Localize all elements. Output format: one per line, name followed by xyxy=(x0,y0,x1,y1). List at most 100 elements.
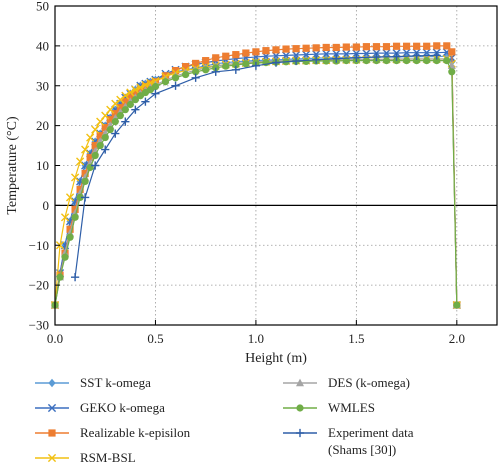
data-point xyxy=(70,273,80,282)
data-point xyxy=(171,74,180,82)
legend-item: Experiment data (Shams [30]) xyxy=(283,425,414,457)
data-point xyxy=(202,57,210,65)
series-line xyxy=(54,45,458,306)
legend-label: SST k-omega xyxy=(80,375,151,390)
data-point xyxy=(81,177,89,186)
legend-swatch-marker xyxy=(295,428,305,438)
data-point xyxy=(151,82,160,91)
data-point xyxy=(252,48,260,56)
legend-label: RSM-BSL xyxy=(80,450,136,465)
data-point xyxy=(136,83,145,92)
data-point xyxy=(262,47,270,55)
legend-swatch-marker xyxy=(296,404,304,412)
data-point xyxy=(332,43,340,52)
data-point xyxy=(322,43,330,52)
data-point xyxy=(181,70,190,79)
data-point xyxy=(70,173,80,182)
data-point xyxy=(392,52,401,61)
data-point xyxy=(101,124,109,132)
data-point xyxy=(116,112,124,120)
data-point xyxy=(448,48,456,56)
data-point xyxy=(292,45,300,53)
data-point xyxy=(111,99,120,108)
data-point xyxy=(352,53,361,62)
y-tick-label: −30 xyxy=(29,318,49,333)
data-point xyxy=(382,43,391,51)
data-point xyxy=(81,193,90,202)
data-point xyxy=(448,68,456,76)
data-point xyxy=(251,61,261,70)
data-point xyxy=(352,49,361,58)
data-point xyxy=(106,126,114,134)
data-point xyxy=(332,49,341,58)
data-point xyxy=(412,51,421,60)
data-point xyxy=(86,133,95,142)
data-point xyxy=(101,145,110,154)
legend-swatch-marker xyxy=(296,378,304,387)
data-point xyxy=(86,153,94,162)
data-point xyxy=(211,67,220,76)
data-point xyxy=(121,117,130,126)
data-point xyxy=(302,44,310,52)
data-point xyxy=(111,110,119,118)
data-point xyxy=(192,59,200,68)
y-tick-label: 30 xyxy=(36,78,49,93)
data-point xyxy=(151,89,160,98)
data-point xyxy=(91,151,99,160)
data-point xyxy=(192,68,200,76)
data-point xyxy=(432,51,441,60)
data-point xyxy=(121,98,129,106)
data-point xyxy=(342,43,350,51)
y-tick-label: 50 xyxy=(36,0,49,14)
data-point xyxy=(81,145,90,154)
legend-label: DES (k-omega) xyxy=(328,375,410,390)
data-point xyxy=(272,46,280,54)
data-point xyxy=(96,141,104,150)
data-point xyxy=(60,213,70,222)
series-layer xyxy=(50,42,461,310)
data-point xyxy=(242,49,250,57)
data-point xyxy=(232,51,240,59)
data-point xyxy=(392,42,401,50)
y-tick-label: 10 xyxy=(36,158,49,173)
y-tick-label: −10 xyxy=(29,238,49,253)
series-line xyxy=(54,55,458,306)
legend-label: WMLES xyxy=(328,400,375,415)
data-point xyxy=(372,43,381,51)
data-point xyxy=(131,105,140,114)
legend: SST k-omega GEKO k-omega Realizable k-epis… xyxy=(35,375,414,465)
data-point xyxy=(362,49,371,58)
legend-item: SST k-omega xyxy=(35,375,151,390)
legend-label: Experiment data (Shams [30]) xyxy=(328,425,414,457)
data-point xyxy=(312,44,320,52)
data-point xyxy=(382,48,391,58)
data-point xyxy=(126,100,134,109)
legend-item: GEKO k-omega xyxy=(35,400,165,415)
data-point xyxy=(116,104,124,112)
data-point xyxy=(362,43,371,51)
data-point xyxy=(433,57,441,65)
data-point xyxy=(121,91,130,100)
data-point xyxy=(232,61,240,69)
data-point xyxy=(302,57,310,66)
data-point xyxy=(161,78,170,86)
data-point xyxy=(106,116,114,124)
x-tick-label: 0.5 xyxy=(147,331,163,346)
legend-item: Realizable k-episilon xyxy=(35,425,191,440)
data-point xyxy=(141,97,150,106)
legend-item: WMLES xyxy=(283,400,375,415)
data-point xyxy=(402,57,411,65)
data-point xyxy=(171,81,180,90)
data-point xyxy=(423,42,431,50)
data-point xyxy=(322,49,331,58)
data-point xyxy=(96,131,104,140)
series-6 xyxy=(70,51,441,282)
data-point xyxy=(402,48,411,57)
data-point xyxy=(242,60,250,68)
data-point xyxy=(362,57,371,65)
data-point xyxy=(423,57,431,65)
legend-item: DES (k-omega) xyxy=(283,375,410,390)
series-5 xyxy=(51,57,461,309)
data-point xyxy=(191,73,200,82)
x-tick-label: 2.0 xyxy=(449,331,465,346)
